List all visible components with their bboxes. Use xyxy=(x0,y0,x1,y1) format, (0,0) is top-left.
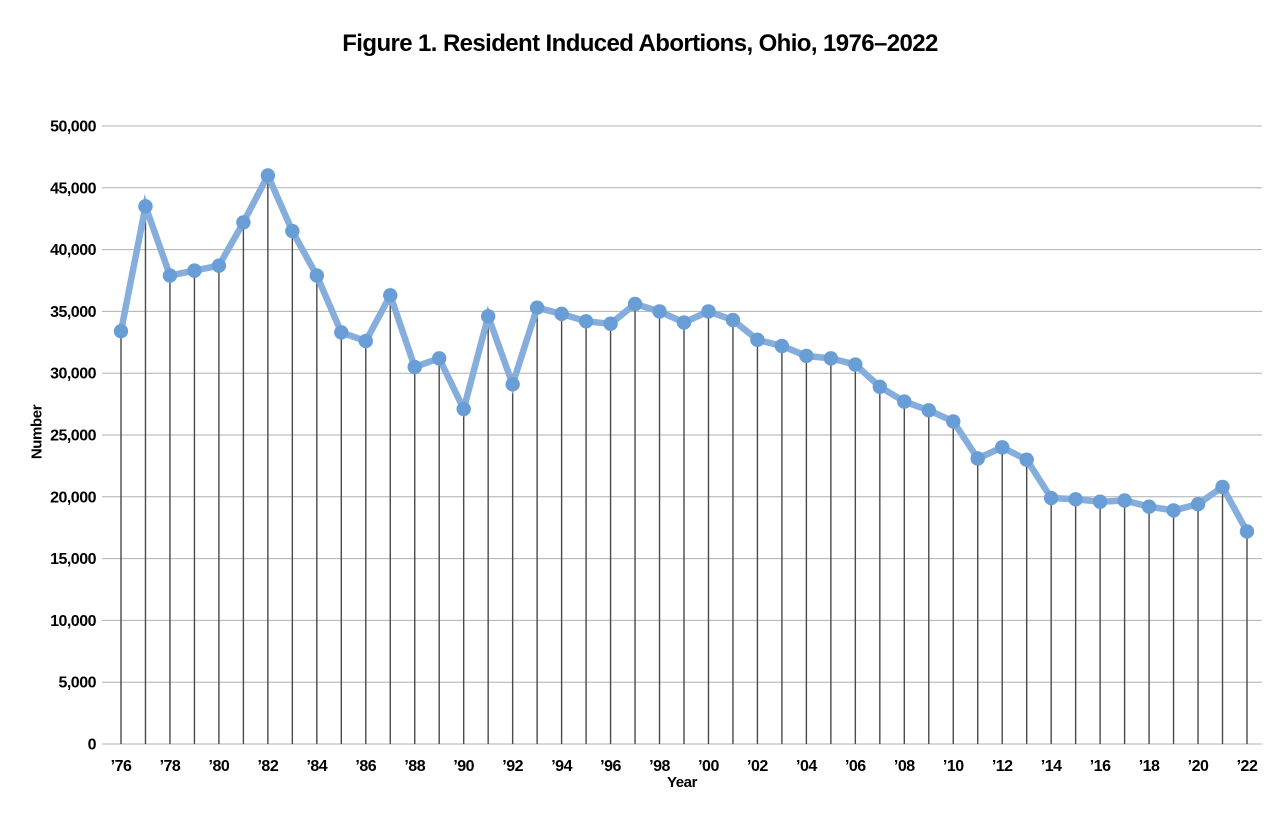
data-point xyxy=(383,288,398,303)
y-tick-label: 45,000 xyxy=(50,180,97,197)
y-tick-label: 5,000 xyxy=(58,675,96,692)
data-point xyxy=(701,304,716,319)
data-point xyxy=(334,325,349,340)
y-axis-title: Number xyxy=(28,404,46,460)
gridlines xyxy=(102,125,1262,745)
data-point xyxy=(1117,493,1132,508)
data-point xyxy=(676,315,692,330)
data-point xyxy=(848,357,863,372)
x-tick-label: ’84 xyxy=(306,758,327,775)
x-tick-label: ’16 xyxy=(1090,758,1111,775)
y-tick-label: 20,000 xyxy=(50,489,97,506)
data-point xyxy=(725,312,741,328)
x-tick-label: ’22 xyxy=(1237,758,1258,775)
data-point xyxy=(578,314,594,329)
x-tick-label: ’02 xyxy=(747,758,768,775)
data-point xyxy=(799,348,814,364)
data-point xyxy=(480,309,496,324)
data-point xyxy=(211,258,227,273)
data-point xyxy=(236,215,251,230)
x-tick-label: ’08 xyxy=(894,758,915,775)
x-tick-label: ’18 xyxy=(1139,758,1160,775)
x-tick-label: ’04 xyxy=(796,758,817,775)
data-point xyxy=(1239,524,1255,539)
x-tick-label: ’92 xyxy=(502,758,523,775)
data-point xyxy=(113,323,129,339)
data-point xyxy=(187,263,202,278)
data-point xyxy=(897,394,912,409)
data-point xyxy=(285,223,300,239)
data-point xyxy=(995,440,1010,455)
data-point xyxy=(1215,479,1230,495)
x-tick-label: ’82 xyxy=(257,758,278,775)
chart-title: Figure 1. Resident Induced Abortions, Oh… xyxy=(342,30,938,57)
data-point xyxy=(1190,497,1206,512)
data-point xyxy=(970,451,985,466)
data-point xyxy=(138,199,153,214)
y-tick-label: 0 xyxy=(88,737,97,754)
x-tick-label: ’86 xyxy=(355,758,376,775)
drop-lines xyxy=(120,175,1248,744)
data-point xyxy=(603,316,618,331)
x-tick-label: ’00 xyxy=(698,758,719,775)
x-tick-label: ’90 xyxy=(453,758,474,775)
x-tick-labels: ’76 ’78 ’80 ’82 ’84 ’86 ’88 ’90 ’92 ’94 ’96 ’98 ’00 ’… xyxy=(111,758,1259,775)
data-point xyxy=(1068,492,1083,507)
data-point xyxy=(1043,490,1059,506)
x-tick-label: ’20 xyxy=(1188,758,1209,775)
y-tick-label: 15,000 xyxy=(50,551,97,568)
data-point xyxy=(946,414,961,429)
y-tick-label: 40,000 xyxy=(50,242,97,259)
data-point xyxy=(358,333,373,349)
x-tick-label: ’76 xyxy=(111,758,132,775)
data-point xyxy=(1166,503,1181,518)
data-point xyxy=(652,304,667,319)
x-tick-label: ’96 xyxy=(600,758,621,775)
data-point xyxy=(750,332,765,348)
x-tick-label: ’78 xyxy=(160,758,181,775)
data-points xyxy=(113,168,1255,539)
data-point xyxy=(1141,499,1157,514)
y-tick-label: 50,000 xyxy=(50,119,97,136)
y-tick-label: 25,000 xyxy=(50,428,97,445)
data-point xyxy=(627,296,643,312)
y-tick-labels: 0 5,000 10,000 15,000 20,000 25,000 30,000 35,0… xyxy=(50,119,97,754)
y-tick-label: 35,000 xyxy=(50,304,97,321)
x-tick-label: ’94 xyxy=(551,758,572,775)
data-point xyxy=(1019,452,1034,467)
data-point xyxy=(872,379,888,394)
data-point xyxy=(162,268,178,283)
data-point xyxy=(921,403,936,418)
x-tick-label: ’06 xyxy=(845,758,866,775)
x-tick-label: ’80 xyxy=(209,758,230,775)
x-axis-title: Year xyxy=(666,774,698,791)
data-point xyxy=(505,377,520,392)
x-tick-label: ’98 xyxy=(649,758,670,775)
data-point xyxy=(774,338,790,354)
data-point xyxy=(456,401,471,417)
data-point xyxy=(260,168,276,183)
x-tick-label: ’88 xyxy=(404,758,425,775)
x-tick-label: ’12 xyxy=(992,758,1013,775)
y-tick-label: 10,000 xyxy=(50,613,97,630)
data-point xyxy=(1092,494,1108,509)
data-point xyxy=(529,300,545,315)
data-point xyxy=(309,268,325,283)
x-tick-label: ’14 xyxy=(1041,758,1062,775)
data-point xyxy=(823,351,839,366)
data-point xyxy=(432,351,447,366)
x-tick-label: ’10 xyxy=(943,758,964,775)
y-tick-label: 30,000 xyxy=(50,366,97,383)
data-point xyxy=(407,359,422,375)
data-point xyxy=(554,306,569,322)
